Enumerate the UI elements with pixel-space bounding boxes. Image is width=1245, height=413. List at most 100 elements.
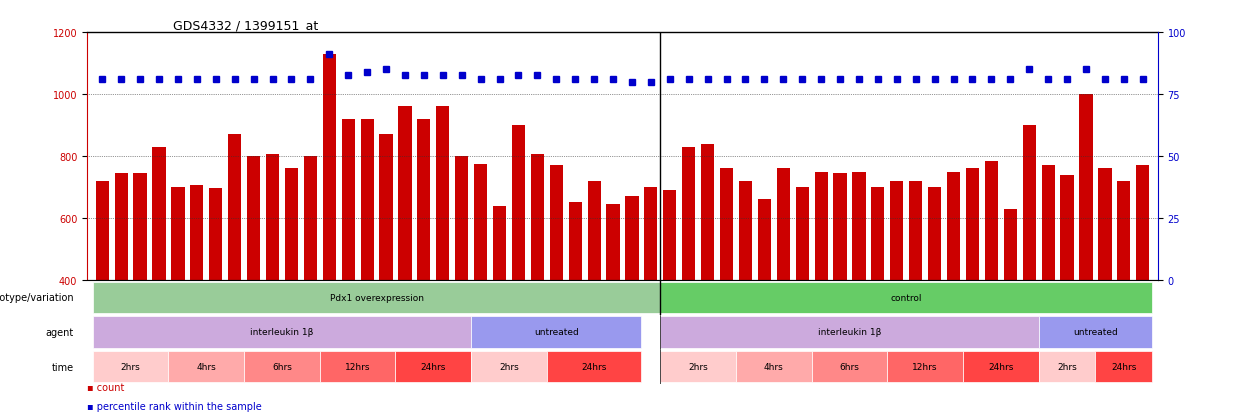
Bar bbox=[285, 169, 298, 280]
Bar bbox=[209, 188, 223, 280]
FancyBboxPatch shape bbox=[320, 351, 396, 382]
Text: 24hrs: 24hrs bbox=[1111, 362, 1137, 371]
Bar bbox=[853, 172, 865, 280]
Bar bbox=[361, 120, 373, 280]
FancyBboxPatch shape bbox=[660, 317, 1038, 348]
Bar bbox=[1137, 166, 1149, 280]
Text: 12hrs: 12hrs bbox=[345, 362, 371, 371]
FancyBboxPatch shape bbox=[660, 351, 736, 382]
Bar bbox=[1079, 95, 1093, 280]
Bar bbox=[550, 166, 563, 280]
Bar bbox=[777, 169, 789, 280]
Text: time: time bbox=[52, 362, 73, 372]
Bar bbox=[701, 144, 715, 280]
Bar bbox=[720, 169, 733, 280]
FancyBboxPatch shape bbox=[888, 351, 962, 382]
Bar bbox=[814, 172, 828, 280]
Bar bbox=[569, 203, 581, 280]
FancyBboxPatch shape bbox=[244, 351, 320, 382]
Bar bbox=[890, 181, 904, 280]
Bar bbox=[985, 161, 998, 280]
Bar bbox=[1003, 209, 1017, 280]
Bar bbox=[228, 135, 242, 280]
Bar bbox=[966, 169, 979, 280]
Bar bbox=[664, 191, 676, 280]
Bar bbox=[266, 154, 279, 280]
Bar bbox=[1061, 175, 1073, 280]
Bar bbox=[247, 157, 260, 280]
Bar bbox=[152, 147, 166, 280]
Bar bbox=[1042, 166, 1055, 280]
FancyBboxPatch shape bbox=[1096, 351, 1152, 382]
Bar bbox=[398, 107, 412, 280]
FancyBboxPatch shape bbox=[1038, 351, 1096, 382]
Bar bbox=[436, 107, 449, 280]
Text: untreated: untreated bbox=[1073, 328, 1118, 337]
FancyBboxPatch shape bbox=[93, 282, 660, 313]
Text: GDS4332 / 1399151_at: GDS4332 / 1399151_at bbox=[173, 19, 317, 32]
Bar bbox=[96, 181, 108, 280]
Bar bbox=[1022, 126, 1036, 280]
Bar bbox=[322, 55, 336, 280]
Text: ▪ count: ▪ count bbox=[87, 382, 124, 392]
Bar bbox=[738, 181, 752, 280]
Text: 6hrs: 6hrs bbox=[273, 362, 291, 371]
FancyBboxPatch shape bbox=[547, 351, 641, 382]
Text: 24hrs: 24hrs bbox=[989, 362, 1013, 371]
Bar bbox=[474, 164, 487, 280]
FancyBboxPatch shape bbox=[471, 351, 547, 382]
FancyBboxPatch shape bbox=[812, 351, 888, 382]
Bar bbox=[644, 188, 657, 280]
Bar bbox=[796, 188, 809, 280]
Bar bbox=[833, 173, 847, 280]
Bar bbox=[625, 197, 639, 280]
FancyBboxPatch shape bbox=[962, 351, 1038, 382]
Text: 2hrs: 2hrs bbox=[688, 362, 708, 371]
Bar bbox=[493, 206, 507, 280]
Bar bbox=[304, 157, 317, 280]
Bar bbox=[1117, 181, 1130, 280]
Bar bbox=[115, 173, 128, 280]
Bar bbox=[682, 147, 695, 280]
Text: 12hrs: 12hrs bbox=[913, 362, 937, 371]
Bar bbox=[417, 120, 431, 280]
Bar bbox=[456, 157, 468, 280]
Text: 4hrs: 4hrs bbox=[764, 362, 783, 371]
Bar bbox=[380, 135, 392, 280]
FancyBboxPatch shape bbox=[660, 282, 1152, 313]
Bar bbox=[947, 172, 960, 280]
Bar bbox=[758, 200, 771, 280]
Bar bbox=[530, 154, 544, 280]
Text: interleukin 1β: interleukin 1β bbox=[818, 328, 881, 337]
Text: untreated: untreated bbox=[534, 328, 579, 337]
Bar bbox=[606, 204, 620, 280]
Text: control: control bbox=[890, 293, 923, 302]
Bar bbox=[133, 173, 147, 280]
FancyBboxPatch shape bbox=[93, 317, 471, 348]
Bar bbox=[512, 126, 525, 280]
Text: agent: agent bbox=[46, 327, 73, 337]
FancyBboxPatch shape bbox=[396, 351, 471, 382]
FancyBboxPatch shape bbox=[1038, 317, 1152, 348]
Text: genotype/variation: genotype/variation bbox=[0, 292, 73, 303]
Text: 2hrs: 2hrs bbox=[1057, 362, 1077, 371]
Bar bbox=[190, 186, 203, 280]
Text: interleukin 1β: interleukin 1β bbox=[250, 328, 314, 337]
Text: 4hrs: 4hrs bbox=[197, 362, 217, 371]
Text: 24hrs: 24hrs bbox=[581, 362, 606, 371]
Text: 2hrs: 2hrs bbox=[499, 362, 519, 371]
Bar bbox=[928, 188, 941, 280]
Bar bbox=[909, 181, 923, 280]
Bar bbox=[588, 181, 601, 280]
Text: 6hrs: 6hrs bbox=[839, 362, 859, 371]
Text: ▪ percentile rank within the sample: ▪ percentile rank within the sample bbox=[87, 401, 261, 411]
FancyBboxPatch shape bbox=[471, 317, 641, 348]
Text: 2hrs: 2hrs bbox=[121, 362, 141, 371]
Bar bbox=[172, 188, 184, 280]
Bar bbox=[341, 120, 355, 280]
Text: Pdx1 overexpression: Pdx1 overexpression bbox=[330, 293, 423, 302]
FancyBboxPatch shape bbox=[93, 351, 168, 382]
Bar bbox=[1098, 169, 1112, 280]
Text: 24hrs: 24hrs bbox=[421, 362, 446, 371]
FancyBboxPatch shape bbox=[168, 351, 244, 382]
